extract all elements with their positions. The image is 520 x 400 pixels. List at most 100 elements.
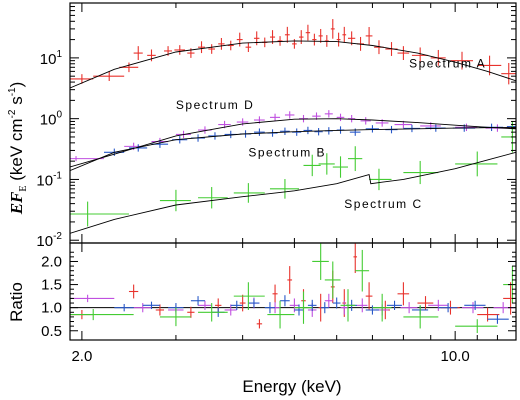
bottom-plot-area (70, 243, 516, 334)
ratio-point (239, 294, 246, 312)
ratio-point (190, 296, 205, 306)
data-point (312, 33, 317, 46)
data-point (277, 36, 283, 46)
y-tick-label: 0.5 (41, 323, 62, 340)
y-tick-exponent: 1 (56, 49, 62, 60)
series-label: Spectrum C (344, 197, 422, 211)
bottom-panel (69, 242, 517, 341)
data-point (365, 125, 379, 133)
ylabel-sub: E (18, 185, 29, 191)
data-point (174, 45, 186, 55)
ylabel-units: (keV cm (7, 118, 26, 185)
y-tick-label: 101 (40, 49, 63, 68)
ratio-point (230, 300, 243, 310)
ratio-point (294, 291, 313, 324)
y-tick-exponent: -2 (53, 231, 62, 242)
data-point (318, 153, 335, 175)
ratio-point (438, 303, 458, 313)
ratio-point (400, 302, 418, 314)
ratio-point (70, 309, 134, 321)
data-point (360, 117, 371, 125)
ratio-point (128, 284, 139, 299)
ratio-point (133, 303, 152, 313)
data-point (330, 19, 335, 39)
y-tick-label: 1.5 (41, 277, 62, 294)
top-panel: Spectrum A Spectrum D Spectrum B Spectrum C (69, 2, 517, 244)
series-label: Spectrum A (409, 56, 486, 70)
data-point (70, 201, 129, 227)
data-point (159, 189, 191, 212)
data-point (455, 123, 478, 132)
ratio-point (357, 298, 368, 313)
data-point (305, 24, 311, 41)
data-point (298, 30, 304, 45)
ratio-point (272, 284, 278, 304)
ratio-point (294, 304, 304, 316)
ratio-point (233, 282, 265, 310)
data-point (236, 32, 243, 47)
ratio-point (417, 296, 434, 310)
data-point (269, 179, 299, 199)
y-tick-label: 1.0 (41, 300, 62, 317)
ratio-point (114, 303, 134, 312)
y-tick-label: 100 (40, 110, 63, 129)
data-point (342, 26, 347, 43)
data-point (245, 42, 252, 52)
ylabel-exp1: -2 (7, 109, 18, 118)
y-axis-label-flux: EFE (keV cm-2 s-1) (7, 82, 29, 216)
data-point (198, 187, 228, 209)
data-point (347, 146, 363, 172)
data-point (365, 27, 373, 45)
x-tick-label: 2.0 (71, 348, 92, 365)
y-tick-label: 2.0 (41, 253, 62, 270)
data-point (450, 51, 474, 70)
ratio-point (386, 300, 402, 310)
ratio-spectrum-b (114, 295, 509, 324)
ratio-point (256, 319, 263, 329)
ratio-point (372, 293, 392, 322)
bottom-y-ticks: 0.5 1.0 1.5 2.0 (41, 251, 516, 340)
ratio-point (264, 302, 276, 314)
x-ticks: 2.0 10.0 (71, 3, 517, 365)
data-point (303, 126, 313, 135)
bottom-frame (69, 242, 517, 341)
series-label: Spectrum B (248, 145, 326, 159)
data-point (336, 32, 341, 47)
y-tick-mantissa: 10 (40, 112, 57, 129)
data-point (324, 35, 329, 47)
ratio-point (187, 306, 195, 318)
x-axis-label: Energy (keV) (242, 377, 341, 396)
model-curve (70, 126, 516, 172)
data-point (332, 156, 348, 178)
top-frame (69, 2, 517, 244)
ratio-point (397, 282, 410, 306)
data-point (314, 128, 323, 136)
ylabel-mid: s (7, 96, 26, 109)
ratio-point (224, 304, 237, 316)
ylabel-close: ) (7, 82, 26, 88)
ratio-point (365, 305, 379, 315)
model-curve (70, 40, 516, 89)
data-point (303, 154, 321, 177)
data-point (455, 151, 498, 177)
data-point (269, 113, 281, 122)
data-point (506, 122, 516, 131)
y-tick-mantissa: 10 (36, 233, 53, 250)
ratio-point (324, 261, 341, 299)
ratio-point (455, 319, 498, 334)
ratio-point (248, 298, 260, 308)
data-point (324, 110, 333, 118)
ratio-point (365, 282, 373, 310)
ratio-point (159, 307, 191, 327)
data-point (236, 118, 249, 126)
ratio-point (403, 305, 439, 329)
ratio-point (324, 293, 333, 308)
model-curve (70, 118, 516, 168)
data-point (397, 46, 410, 61)
data-point (227, 40, 234, 51)
data-point (198, 41, 205, 54)
ylabel-main: EF (7, 191, 26, 215)
y-tick-exponent: -1 (53, 170, 62, 181)
ratio-spectrum-c (70, 243, 516, 334)
y-tick-label: 10-1 (36, 170, 62, 189)
